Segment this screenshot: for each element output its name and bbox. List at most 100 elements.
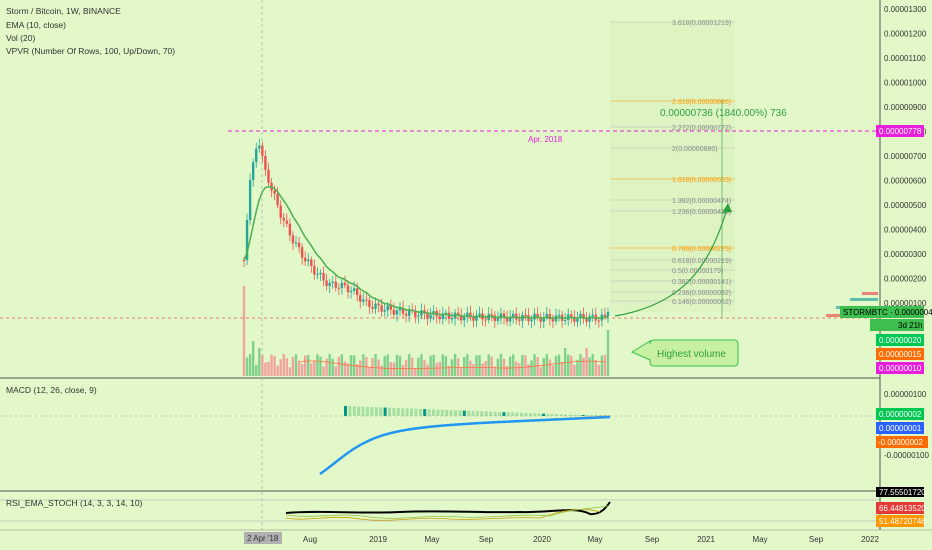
volume-bar bbox=[282, 354, 285, 376]
macd-axis[interactable]: 0.00000100 -0.00000100 bbox=[884, 390, 929, 460]
vol-legend[interactable]: Vol (20) bbox=[6, 33, 36, 43]
rsi-badge-3 bbox=[876, 515, 924, 527]
time-axis[interactable]: Aug 2019 May Sep 2020 May Sep 2021 May Sep 2022 bbox=[303, 535, 880, 544]
candle-body bbox=[337, 287, 341, 289]
vol-badge-1 bbox=[876, 334, 924, 346]
price-tick-label: 0.00000400 bbox=[884, 226, 927, 235]
macd-hist-bar bbox=[555, 414, 559, 416]
macd-hist-bar bbox=[581, 415, 585, 416]
volume-bar bbox=[441, 354, 445, 376]
fib-levels[interactable]: 3.618(0.00001219) 2.618(0.00000886) 2.272(… bbox=[610, 20, 735, 306]
volume-bar bbox=[276, 365, 279, 376]
macd-hist-bar bbox=[586, 415, 589, 416]
volume-bar bbox=[521, 355, 524, 376]
candle-body bbox=[444, 312, 448, 314]
rsi-badge-3-text: 51.48720746 bbox=[879, 517, 926, 526]
time-tick-label: 2019 bbox=[369, 535, 387, 544]
highest-volume-callout[interactable]: Highest volume bbox=[630, 339, 739, 367]
candle-body bbox=[551, 319, 555, 322]
rsi-legend[interactable]: RSI_EMA_STOCH (14, 3, 3, 14, 10) bbox=[6, 498, 143, 508]
macd-line[interactable] bbox=[319, 415, 611, 476]
macd-hist-bar bbox=[379, 407, 383, 416]
volume-bar bbox=[472, 364, 475, 376]
candle-body bbox=[386, 305, 389, 311]
macd-hist-bar bbox=[550, 413, 554, 416]
macd-hist-bar bbox=[467, 410, 471, 416]
macd-hist-bar bbox=[401, 408, 405, 416]
volume-bar bbox=[288, 367, 292, 376]
volume-bar bbox=[444, 356, 448, 376]
volume-bar bbox=[567, 354, 570, 376]
fib-level-label: 1.382(0.00000474) bbox=[672, 198, 731, 205]
fib-extension-box[interactable] bbox=[610, 22, 735, 312]
candle-body bbox=[539, 317, 542, 322]
volume-bar bbox=[508, 356, 512, 376]
candle-body bbox=[273, 190, 276, 194]
candles[interactable] bbox=[242, 138, 610, 329]
volume-bars bbox=[242, 286, 610, 376]
volume-ma-line bbox=[299, 360, 607, 369]
fib-level-label: 3.618(0.00001219) bbox=[672, 20, 731, 27]
symbol-title[interactable]: Storm / Bitcoin, 1W, BINANCE bbox=[6, 6, 121, 16]
candle-body bbox=[245, 220, 249, 260]
candle-body bbox=[429, 314, 432, 319]
candle-body bbox=[359, 295, 362, 302]
vol-badge-3 bbox=[876, 362, 924, 374]
candle-body bbox=[346, 285, 350, 293]
volume-bar bbox=[392, 362, 396, 376]
candle-body bbox=[542, 317, 545, 322]
ema-legend[interactable]: EMA (10, close) bbox=[6, 20, 66, 30]
macd-hist-bar bbox=[603, 415, 607, 416]
time-tick-label: Sep bbox=[645, 535, 660, 544]
volume-bar bbox=[438, 361, 441, 376]
candle-body bbox=[374, 303, 377, 309]
volume-bar bbox=[255, 364, 258, 376]
volume-bar bbox=[414, 367, 417, 376]
price-tick-label: 0.00000600 bbox=[884, 177, 927, 186]
macd-hist-bar bbox=[546, 413, 550, 416]
volume-bar bbox=[527, 364, 530, 376]
price-axis[interactable]: 0.00001300 0.00001200 0.00001100 0.00001000… bbox=[884, 5, 927, 333]
candle-body bbox=[505, 317, 509, 322]
candle-body bbox=[389, 305, 393, 310]
macd-hist-bar bbox=[498, 411, 501, 416]
projection-curve[interactable] bbox=[614, 204, 729, 317]
candle-body bbox=[340, 282, 344, 289]
time-tick-label: Sep bbox=[479, 535, 494, 544]
time-tick-label: 2020 bbox=[533, 535, 551, 544]
volume-bar bbox=[368, 367, 371, 376]
volume-bar bbox=[380, 365, 383, 376]
ema-line[interactable] bbox=[243, 185, 609, 320]
macd-legend[interactable]: MACD (12, 26, close, 9) bbox=[6, 385, 97, 395]
candle-body bbox=[508, 316, 512, 322]
volume-bar bbox=[294, 354, 298, 376]
macd-hist-bar bbox=[370, 407, 374, 416]
symbol-price-badge-text: STORMBTC · 0.00000041 bbox=[843, 308, 932, 317]
volume-bar bbox=[322, 366, 325, 376]
macd-hist-bar bbox=[528, 413, 532, 416]
fib-level-label: 2(0.00000680) bbox=[672, 146, 718, 153]
volume-bar bbox=[362, 354, 365, 376]
macd-hist-bar bbox=[462, 410, 466, 416]
volume-bar bbox=[264, 362, 267, 376]
candle-body bbox=[331, 281, 334, 283]
rsi-line[interactable] bbox=[285, 501, 611, 516]
candle-body bbox=[518, 319, 521, 321]
price-tick-label: 0.00001200 bbox=[884, 30, 927, 39]
time-tick-label: Sep bbox=[809, 535, 824, 544]
volume-bar bbox=[594, 360, 597, 376]
vpvr-legend[interactable]: VPVR (Number Of Rows, 100, Up/Down, 70) bbox=[6, 46, 176, 56]
candle-body bbox=[502, 313, 506, 318]
macd-tick-label: -0.00000100 bbox=[884, 451, 929, 460]
volume-bar bbox=[560, 362, 564, 376]
macd-hist-bar bbox=[594, 415, 598, 416]
volume-bar bbox=[542, 358, 545, 376]
candle-body bbox=[472, 317, 475, 321]
volume-bar bbox=[591, 354, 594, 376]
stoch-d-line bbox=[285, 505, 609, 519]
volume-bar bbox=[386, 354, 389, 376]
volume-bar bbox=[365, 357, 368, 376]
candle-body bbox=[493, 315, 497, 321]
macd-badge-1 bbox=[876, 408, 924, 420]
